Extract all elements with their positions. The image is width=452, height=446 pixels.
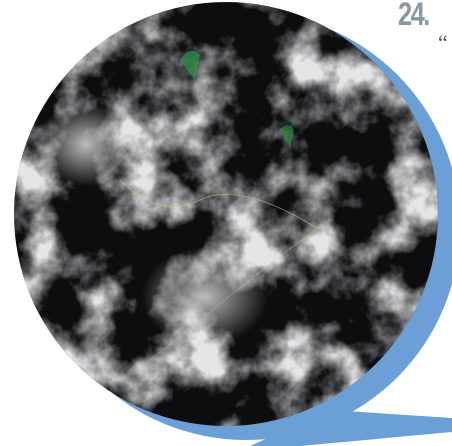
page-number: 24. — [398, 0, 430, 32]
quote-mark: “ — [438, 30, 448, 55]
